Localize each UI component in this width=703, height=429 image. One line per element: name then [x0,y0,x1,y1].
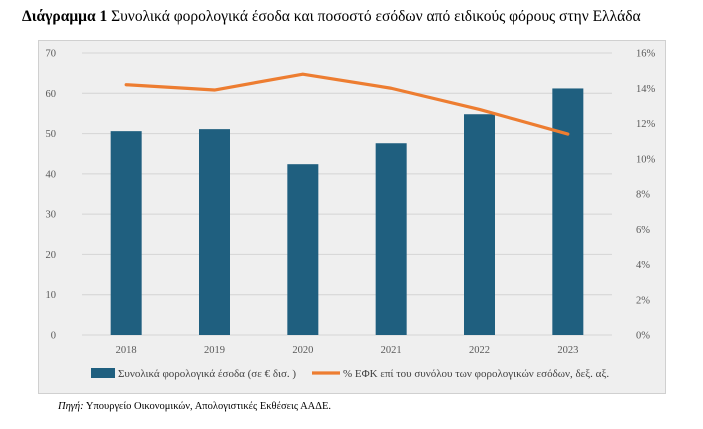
y-left-tick-label: 60 [46,89,57,100]
bar [552,88,584,335]
y-left-tick-label: 0 [51,331,56,342]
y-right-tick-label: 4% [636,260,650,271]
y-right-tick-label: 10% [636,154,656,165]
y-right-tick-label: 2% [636,295,650,306]
source-note: Πηγή: Υπουργείο Οικονομικών, Απολογιστικ… [58,401,331,412]
bar [287,164,319,335]
y-left-tick-label: 50 [46,129,57,140]
source-text: Υπουργείο Οικονομικών, Απολογιστικές Εκθ… [83,401,332,412]
y-right-tick-label: 8% [636,190,650,201]
y-right-tick-label: 12% [636,119,656,130]
bar [464,114,495,335]
y-right-tick-label: 16% [636,49,656,60]
bar [375,143,407,335]
y-right-tick-label: 0% [636,331,650,342]
y-right-tick-label: 6% [636,225,650,236]
chart-title-text: Συνολικά φορολογικά έσοδα και ποσοστό εσ… [107,8,641,25]
bar [110,131,142,335]
y-left-tick-label: 30 [46,210,57,221]
x-tick-label: 2021 [381,345,402,356]
x-tick-label: 2023 [557,345,578,356]
y-right-tick-label: 14% [636,84,656,95]
y-left-tick-label: 70 [46,49,57,60]
source-label: Πηγή: [58,401,84,412]
y-left-tick-label: 40 [46,169,57,180]
x-tick-label: 2019 [204,345,225,356]
x-tick-label: 2018 [116,345,137,356]
chart-title-label: Διάγραμμα 1 [22,8,108,25]
x-tick-label: 2022 [469,345,490,356]
chart-title: Διάγραμμα 1 Συνολικά φορολογικά έσοδα κα… [22,8,641,26]
y-left-tick-label: 20 [46,250,57,261]
y-left-tick-label: 10 [46,290,57,301]
legend-label-line: % ΕΦΚ επί του συνόλου των φορολογικών εσ… [343,368,609,380]
legend-swatch-bar [91,368,115,378]
bar [199,129,230,335]
series-line [124,72,570,136]
legend-label-bar: Συνολικά φορολογικά έσοδα (σε € δισ. ) [118,368,296,380]
x-tick-label: 2020 [292,345,313,356]
